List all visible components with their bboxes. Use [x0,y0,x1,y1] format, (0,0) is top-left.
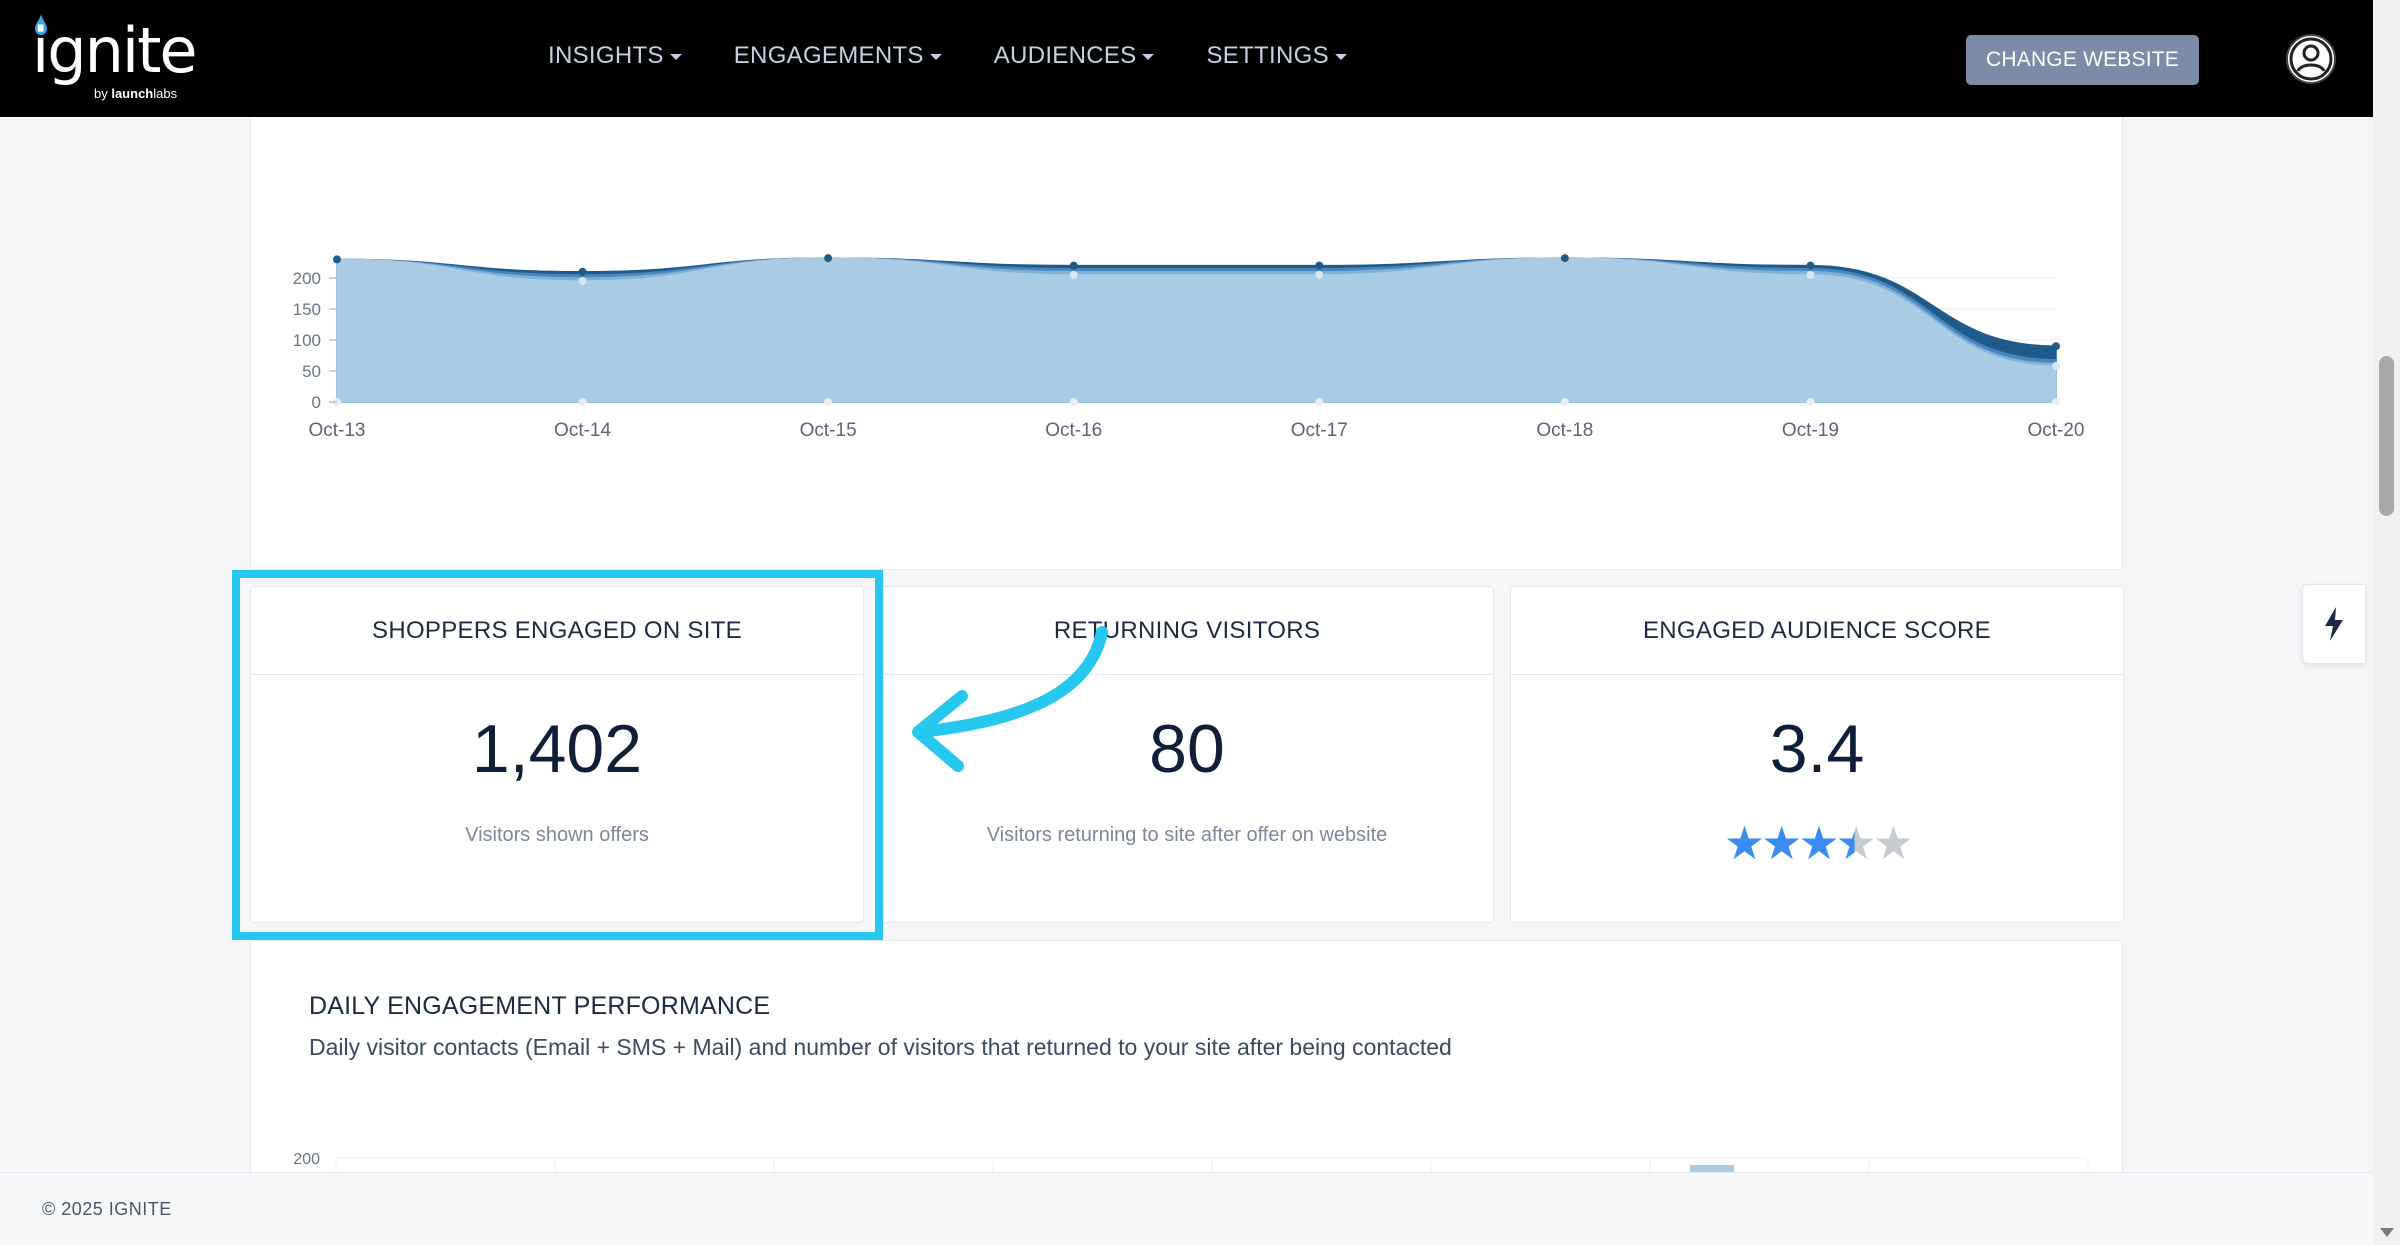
y-tick-label: 0 [312,393,321,412]
x-tick-label: Oct-16 [1045,420,1102,441]
footer: © 2025 IGNITE [0,1172,2373,1245]
x-tick-label: Oct-15 [800,420,857,441]
x-tick-label: Oct-17 [1291,420,1348,441]
data-point [333,255,341,264]
vertical-scrollbar[interactable] [2373,0,2400,1245]
caret-down-icon [1142,54,1155,60]
engaged-audience-score-card: ENGAGED AUDIENCE SCORE [1510,586,2124,923]
nav-settings[interactable]: SETTINGS [1206,42,1347,70]
stat-value: 3.4 [1769,711,1865,787]
stat-description: Visitors returning to site after offer o… [986,824,1388,846]
x-tick-label: Oct-14 [554,420,611,441]
data-point [2052,362,2060,371]
shoppers-engaged-card: SHOPPERS ENGAGED ON SITE [250,586,864,923]
y-tick-label: 50 [302,362,321,381]
user-circle-icon[interactable] [2285,33,2337,85]
data-point [824,254,833,263]
flame-drop-icon [35,14,47,35]
data-point [578,277,587,286]
baseline-point [2052,398,2060,406]
engagement-area-chart: 0 50 100 150 200 Oct-13 Oct-14 Oct-15 Oct-16 Oct-… [293,254,2085,441]
x-tick-label: Oct-20 [2027,420,2084,441]
star-half-icon: ★ [1835,817,1877,869]
data-point [1315,261,1324,270]
caret-down-icon [669,54,682,60]
caret-down-icon [1334,54,1347,60]
scrollbar-thumb[interactable] [2379,356,2394,516]
x-tick-label: Oct-18 [1536,420,1593,441]
stat-title: SHOPPERS ENGAGED ON SITE [251,587,863,675]
star-rating: ★★★★★ [1510,816,2124,870]
caret-down-icon [929,54,942,60]
data-point [1069,261,1078,270]
data-point [578,267,587,276]
baseline-point [1315,398,1324,406]
nav-engagements[interactable]: ENGAGEMENTS [734,42,942,70]
y-tick-label: 200 [293,1151,320,1168]
stat-description: Visitors shown offers [465,824,649,846]
change-website-button[interactable]: CHANGE WEBSITE [1966,35,2199,85]
baseline-point [1806,398,1815,406]
daily-engagement-title: DAILY ENGAGEMENT PERFORMANCE [309,992,771,1020]
baseline-point [1069,398,1078,406]
top-navigation-bar: ignite by launchlabs INSIGHTS ENGAGEMENT… [0,0,2373,117]
logo-wordmark: ignite [32,14,198,87]
star-full-icon: ★ [1798,817,1839,869]
daily-engagement-subtitle: Daily visitor contacts (Email + SMS + Ma… [309,1034,1452,1060]
data-point [1560,254,1569,263]
y-tick-label: 100 [293,331,321,350]
y-tick-label: 200 [293,269,321,288]
x-tick-label: Oct-19 [1782,420,1839,441]
nav-audiences[interactable]: AUDIENCES [994,42,1155,70]
data-point [1315,270,1324,279]
ignite-logo[interactable]: ignite by launchlabs [30,14,220,104]
logo-byline: by launchlabs [94,86,178,101]
data-point [2052,342,2060,351]
x-tick-label: Oct-13 [308,420,365,441]
stat-title: ENGAGED AUDIENCE SCORE [1511,587,2123,675]
main-nav: INSIGHTS ENGAGEMENTS AUDIENCES SETTINGS [548,42,1347,70]
lightning-bolt-icon [2325,607,2343,641]
curved-arrow-left-icon [912,626,1108,772]
copyright-text: © 2025 IGNITE [42,1199,172,1219]
star-full-icon: ★ [1761,817,1802,869]
stat-value: 1,402 [471,711,643,787]
nav-insights[interactable]: INSIGHTS [548,42,682,70]
stat-value: 80 [1149,711,1225,787]
highlight-box [232,570,883,940]
y-tick-label: 150 [293,300,321,319]
data-point [1806,261,1815,270]
baseline-point [824,398,833,406]
baseline-point [578,398,587,406]
star-empty-icon: ★ [1872,817,1914,869]
data-point [1806,270,1815,279]
returning-visitors-card: RETURNING VISITORS [880,586,1494,923]
data-point [1069,270,1078,279]
quick-actions-widget[interactable] [2302,584,2366,664]
baseline-point [1560,398,1569,406]
star-full-icon: ★ [1723,817,1765,869]
scroll-down-arrow-icon[interactable] [2380,1228,2394,1237]
